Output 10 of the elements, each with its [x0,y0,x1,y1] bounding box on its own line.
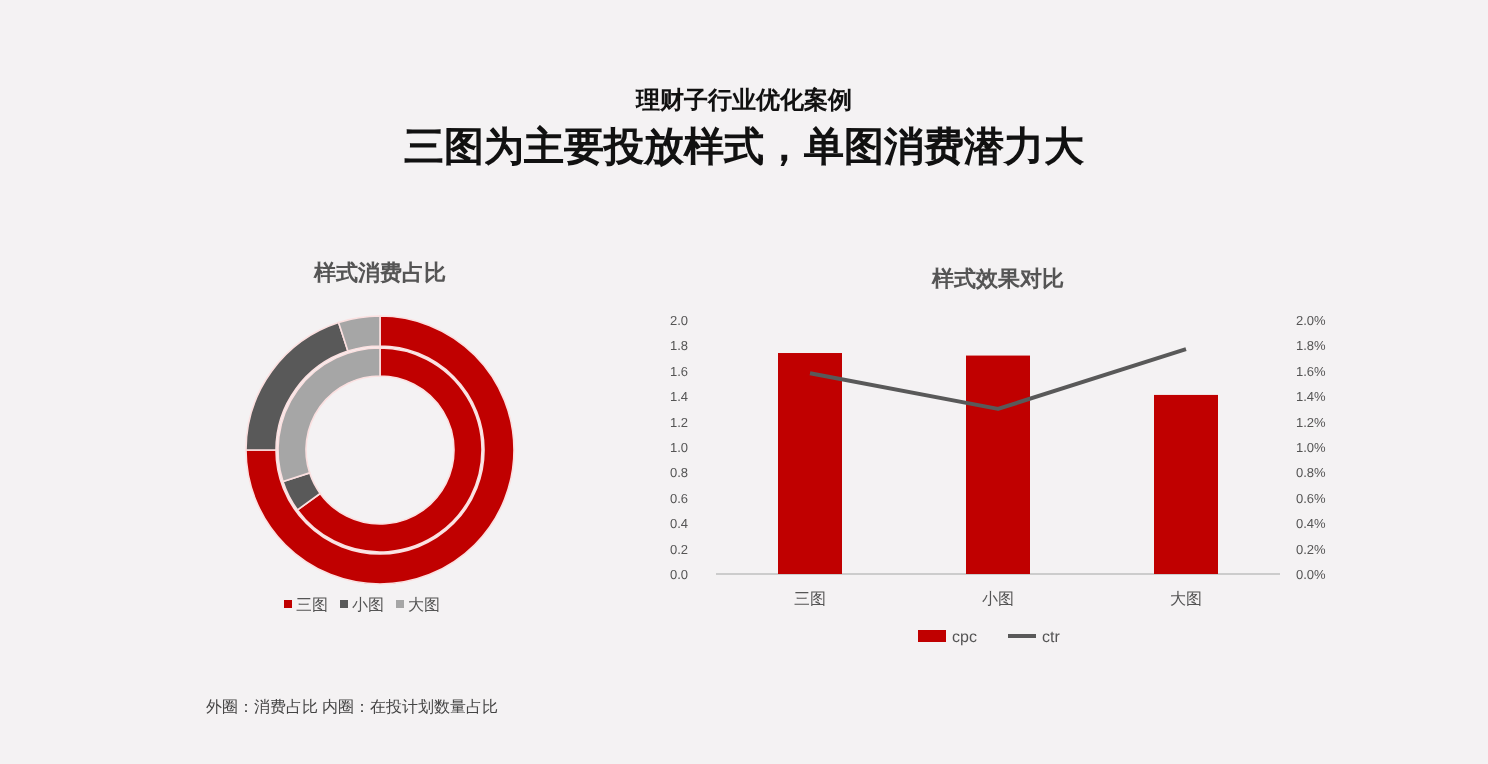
text: 外圈：消费占比 内圈：在投计划数量占比 [206,698,499,716]
legend-label: ctr [1042,628,1061,646]
chart-title: 样式效果对比 [930,266,1064,292]
legend-label: cpc [952,628,977,646]
text: 理财子行业优化案例 [634,86,852,114]
x-tick-label: 大图 [1170,590,1202,608]
text: 三图为主要投放样式，单图消费潜力大 [404,124,1086,170]
x-tick-label: 小图 [982,590,1014,608]
x-tick-label: 三图 [794,590,826,608]
chart-title: 样式消费占比 [312,260,446,286]
